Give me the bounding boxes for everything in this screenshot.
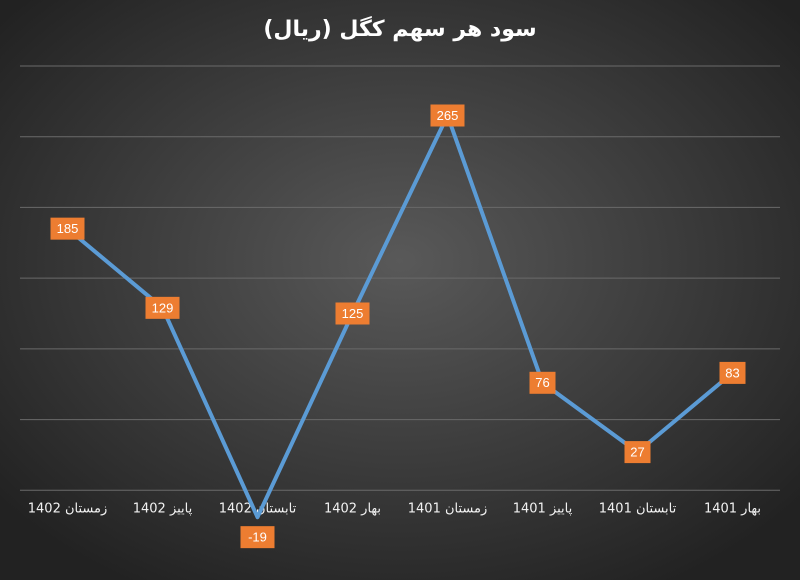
data-label-box	[50, 217, 85, 240]
x-tick-label: تابستان 1401	[599, 502, 677, 517]
data-label: 83	[725, 365, 739, 380]
x-tick-label: تابستان 1402	[219, 502, 297, 517]
line	[66, 113, 734, 520]
x-tick-label: زمستان 1401	[408, 502, 488, 517]
data-label-box	[335, 302, 370, 325]
data-label-box	[430, 104, 465, 127]
x-tick-label: بهار 1401	[704, 502, 761, 517]
x-tick-label: پاییز 1402	[133, 502, 193, 517]
data-label: 76	[535, 375, 549, 390]
x-tick-label: بهار 1402	[324, 502, 381, 517]
chart-title: سود هر سهم کگل (ریال)	[263, 15, 536, 42]
data-label: 265	[437, 108, 459, 123]
data-label: 125	[342, 306, 364, 321]
x-tick-label: زمستان 1402	[28, 502, 108, 517]
x-tick-label: پاییز 1401	[513, 502, 573, 517]
data-label-box	[624, 441, 651, 464]
data-label-box	[719, 361, 746, 384]
data-label-box	[240, 526, 275, 549]
data-label: -19	[248, 530, 267, 545]
data-label: 185	[57, 221, 79, 236]
data-label-box	[145, 296, 180, 319]
data-label: 27	[630, 445, 644, 460]
data-label-box	[529, 371, 556, 394]
data-label: 129	[152, 300, 174, 315]
